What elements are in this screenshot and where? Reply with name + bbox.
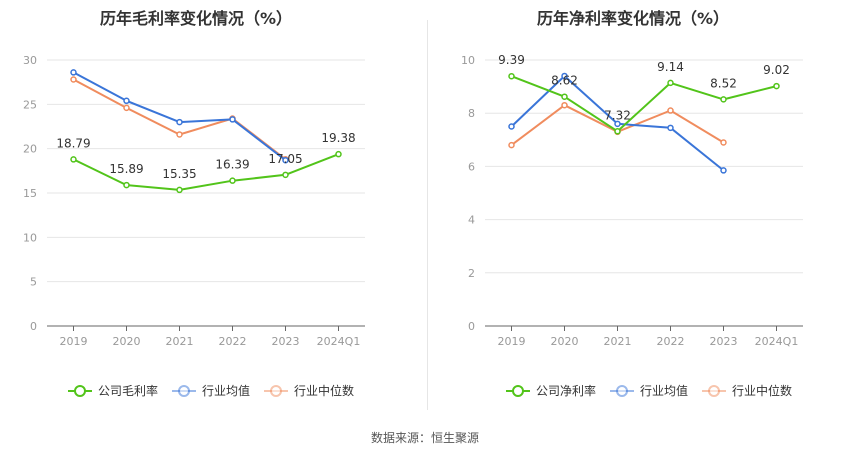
data-point: [229, 116, 236, 123]
legend-marker: [616, 385, 628, 397]
data-point: [176, 131, 183, 138]
data-point: [229, 177, 236, 184]
y-tick-label: 0: [468, 320, 475, 333]
data-point: [70, 76, 77, 83]
series-line-1: [73, 71, 287, 161]
data-point: [720, 96, 727, 103]
series-line-0: [73, 153, 339, 191]
y-tick-label: 4: [468, 214, 475, 227]
x-tick-label: 2024Q1: [317, 335, 361, 348]
legend-item-0: 公司毛利率: [68, 383, 158, 398]
legend-item-1: 行业均值: [610, 383, 688, 398]
x-tick-label: 2022: [657, 335, 685, 348]
data-point: [614, 128, 621, 135]
data-point: [508, 72, 515, 80]
legend-label: 公司毛利率: [98, 383, 158, 398]
data-label: 9.39: [498, 53, 525, 67]
data-point: [667, 124, 674, 132]
chart-title-gross-margin: 历年毛利率变化情况（%）: [100, 9, 293, 28]
x-tick-label: 2021: [604, 335, 632, 348]
y-tick-label: 25: [23, 98, 37, 111]
data-point: [667, 107, 674, 114]
y-tick-label: 15: [23, 187, 37, 200]
y-tick-label: 10: [461, 54, 475, 67]
x-tick-label: 2022: [219, 335, 247, 348]
legend-item-1: 行业均值: [172, 383, 250, 398]
data-point: [667, 79, 674, 87]
data-point: [720, 139, 727, 146]
data-point: [282, 171, 289, 179]
data-label: 7.32: [604, 108, 631, 122]
x-tick-label: 2021: [166, 335, 194, 348]
data-label: 16.39: [215, 158, 249, 172]
data-label: 8.62: [551, 74, 578, 88]
legend-item-0: 公司净利率: [506, 383, 596, 398]
panel-divider: [427, 20, 428, 410]
legend-marker: [512, 385, 524, 397]
x-tick-label: 2023: [272, 335, 300, 348]
data-point: [720, 167, 727, 174]
data-point: [70, 69, 77, 76]
y-tick-label: 10: [23, 231, 37, 244]
x-tick-label: 2023: [710, 335, 738, 348]
data-point: [176, 186, 183, 194]
data-label: 15.89: [109, 162, 143, 176]
data-point: [176, 118, 183, 126]
data-label: 15.35: [162, 167, 196, 181]
data-point: [614, 120, 621, 128]
legend-marker: [178, 385, 190, 397]
legend-marker: [74, 385, 86, 397]
data-point: [561, 93, 568, 100]
data-point: [123, 181, 130, 189]
data-point: [335, 150, 342, 158]
data-point: [282, 156, 289, 164]
data-point: [508, 141, 515, 149]
y-tick-label: 30: [23, 54, 37, 67]
chart-panel-0: 0 5 10 15 20 25 30 2019 2020 2021 2022 2023 2024Q1 18…: [23, 54, 365, 398]
data-point: [508, 123, 515, 130]
y-tick-label: 20: [23, 143, 37, 156]
x-tick-label: 2020: [551, 335, 579, 348]
chart-title-net-margin: 历年净利率变化情况（%）: [537, 9, 730, 28]
data-label: 19.38: [321, 131, 355, 145]
x-tick-label: 2020: [113, 335, 141, 348]
legend-label: 行业均值: [640, 383, 688, 398]
data-point: [70, 156, 77, 163]
legend-label: 公司净利率: [536, 383, 596, 398]
y-tick-label: 5: [30, 276, 37, 289]
data-point: [123, 97, 130, 105]
data-label: 9.14: [657, 60, 684, 74]
chart-panel-1: 0 2 4 6 8 10 2019 2020 2021 2022 2023 2024Q1 9.39 8.6…: [461, 53, 803, 398]
data-point: [123, 104, 130, 112]
series-line-0: [511, 75, 777, 133]
y-tick-label: 8: [468, 107, 475, 120]
data-source: 数据来源：恒生聚源: [370, 431, 479, 445]
x-tick-label: 2019: [498, 335, 526, 348]
data-label: 17.05: [268, 152, 302, 166]
legend-marker: [270, 385, 282, 397]
legend-marker: [708, 385, 720, 397]
y-tick-label: 0: [30, 320, 37, 333]
legend-label: 行业中位数: [294, 383, 354, 398]
data-label: 18.79: [56, 136, 90, 150]
y-tick-label: 2: [468, 267, 475, 280]
data-point: [773, 82, 780, 90]
legend-label: 行业中位数: [732, 383, 792, 398]
data-point: [561, 72, 568, 80]
y-tick-label: 6: [468, 160, 475, 173]
legend-label: 行业均值: [202, 383, 250, 398]
data-point: [561, 101, 568, 109]
legend-item-2: 行业中位数: [264, 383, 354, 398]
x-tick-label: 2019: [60, 335, 88, 348]
data-label: 8.52: [710, 76, 737, 90]
legend-item-2: 行业中位数: [702, 383, 792, 398]
x-tick-label: 2024Q1: [755, 335, 799, 348]
data-label: 9.02: [763, 63, 790, 77]
